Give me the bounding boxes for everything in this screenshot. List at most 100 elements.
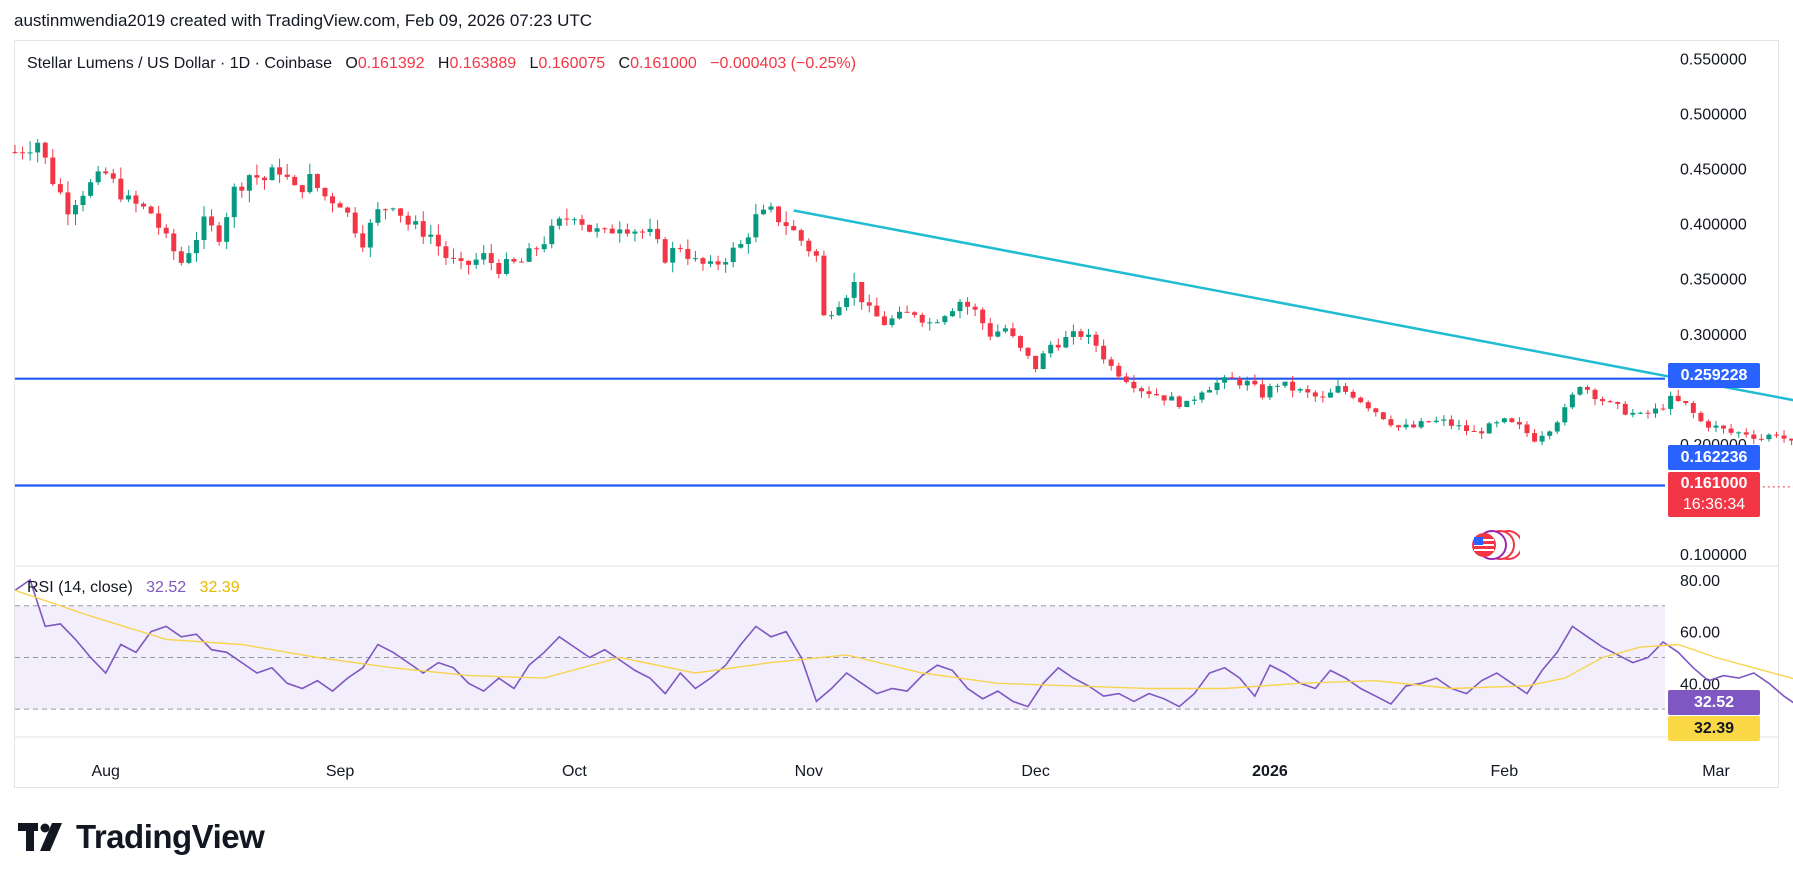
- candle-body: [534, 248, 540, 250]
- countdown-value: 16:36:34: [1682, 496, 1746, 513]
- rsi-axis-label: 60.00: [1680, 625, 1720, 642]
- candle-body: [1229, 377, 1235, 379]
- candle-body: [133, 195, 139, 204]
- candle-body: [1123, 376, 1129, 382]
- candle-body: [1403, 424, 1409, 428]
- candle-body: [1751, 434, 1757, 439]
- upper-level-tag: 0.259228: [1668, 363, 1760, 388]
- candle-body: [1577, 387, 1583, 395]
- candle-body: [1758, 438, 1764, 440]
- change-value: −0.000403 (−0.25%): [710, 55, 857, 72]
- candle-body: [1108, 359, 1114, 366]
- candle-body: [919, 314, 925, 323]
- candle-body: [1683, 400, 1689, 404]
- candle-body: [965, 301, 971, 307]
- candle-body: [1418, 421, 1424, 428]
- candle-body: [1509, 418, 1515, 423]
- candle-body: [692, 258, 698, 260]
- candle-body: [1622, 403, 1628, 415]
- candle-body: [1350, 391, 1356, 398]
- candle-body: [307, 174, 313, 193]
- candle-body: [949, 311, 955, 317]
- candle-body: [511, 259, 517, 262]
- x-axis-label: Feb: [1491, 763, 1519, 780]
- candle-body: [1335, 386, 1341, 393]
- candle-body: [1086, 334, 1092, 337]
- candle-body: [602, 228, 608, 230]
- candle-body: [314, 174, 320, 188]
- candle-body: [1448, 419, 1454, 426]
- candle-body: [35, 142, 41, 153]
- rsi-ma-value-tag: 32.39: [1668, 716, 1760, 741]
- candle-body: [844, 297, 850, 308]
- candle-body: [715, 261, 721, 265]
- candle-body: [821, 255, 827, 316]
- price-axis-label: 0.550000: [1680, 52, 1747, 69]
- price-axis-label: 0.100000: [1680, 547, 1747, 564]
- candle-body: [685, 248, 691, 259]
- candle-body: [292, 176, 298, 186]
- tradingview-logo: TradingView: [18, 818, 265, 856]
- candle-body: [828, 315, 834, 317]
- candle-body: [549, 225, 555, 245]
- candle-body: [798, 230, 804, 241]
- candle-body: [632, 231, 638, 234]
- candle-body: [1206, 390, 1212, 393]
- chart-frame[interactable]: [14, 40, 1779, 788]
- candle-body: [957, 301, 963, 312]
- candle-body: [246, 175, 252, 191]
- candle-body: [1365, 402, 1371, 409]
- candle-body: [859, 281, 865, 303]
- candle-body: [1554, 422, 1560, 432]
- rsi-legend: RSI (14, close) 32.52 32.39: [27, 579, 240, 597]
- candle-body: [1547, 431, 1553, 436]
- candle-body: [178, 251, 184, 263]
- high-value: 0.163889: [449, 55, 517, 72]
- candle-body: [1486, 423, 1492, 434]
- price-axis-label: 0.400000: [1680, 217, 1747, 234]
- close-value: 0.161000: [630, 55, 697, 72]
- rsi-legend-value: 32.52: [146, 579, 187, 596]
- economic-events-flag-icon[interactable]: [1460, 528, 1520, 562]
- candle-body: [360, 233, 366, 248]
- candle-body: [1698, 412, 1704, 422]
- candle-body: [488, 253, 494, 263]
- candle-body: [1040, 353, 1046, 370]
- candle-body: [972, 306, 978, 310]
- candle-body: [110, 173, 116, 179]
- x-axis-label: Oct: [562, 763, 587, 780]
- x-axis-label: Mar: [1702, 763, 1730, 780]
- candle-body: [609, 228, 615, 234]
- candle-body: [269, 167, 275, 181]
- candle-body: [239, 186, 245, 191]
- candle-body: [1766, 434, 1772, 440]
- candle-body: [1464, 425, 1470, 431]
- last-price-value: 0.161000: [1680, 475, 1748, 492]
- candle-body: [617, 229, 623, 234]
- candle-body: [1101, 345, 1107, 360]
- candle-body: [1305, 389, 1311, 393]
- x-axis-label: 2026: [1252, 763, 1288, 780]
- candle-body: [1388, 419, 1394, 426]
- candle-body: [1653, 408, 1659, 414]
- candle-body: [897, 311, 903, 319]
- candle-body: [1433, 420, 1439, 423]
- candle-body: [443, 246, 449, 258]
- candle-body: [103, 171, 109, 174]
- candle-body: [1290, 381, 1296, 391]
- price-axis-label: 0.350000: [1680, 272, 1747, 289]
- candle-body: [1259, 384, 1265, 398]
- candle-body: [72, 205, 78, 215]
- rsi-line: [14, 578, 1793, 708]
- candle-body: [519, 261, 525, 263]
- candle-body: [42, 142, 48, 158]
- candle-body: [428, 234, 434, 237]
- candle-body: [254, 175, 260, 178]
- candle-body: [330, 196, 336, 204]
- x-axis-label: Nov: [795, 763, 823, 780]
- candle-body: [556, 218, 562, 226]
- candle-body: [193, 239, 199, 254]
- x-axis: Aug Sep Oct Nov Dec 2026 Feb Mar: [14, 736, 1779, 780]
- candle-body: [670, 247, 676, 263]
